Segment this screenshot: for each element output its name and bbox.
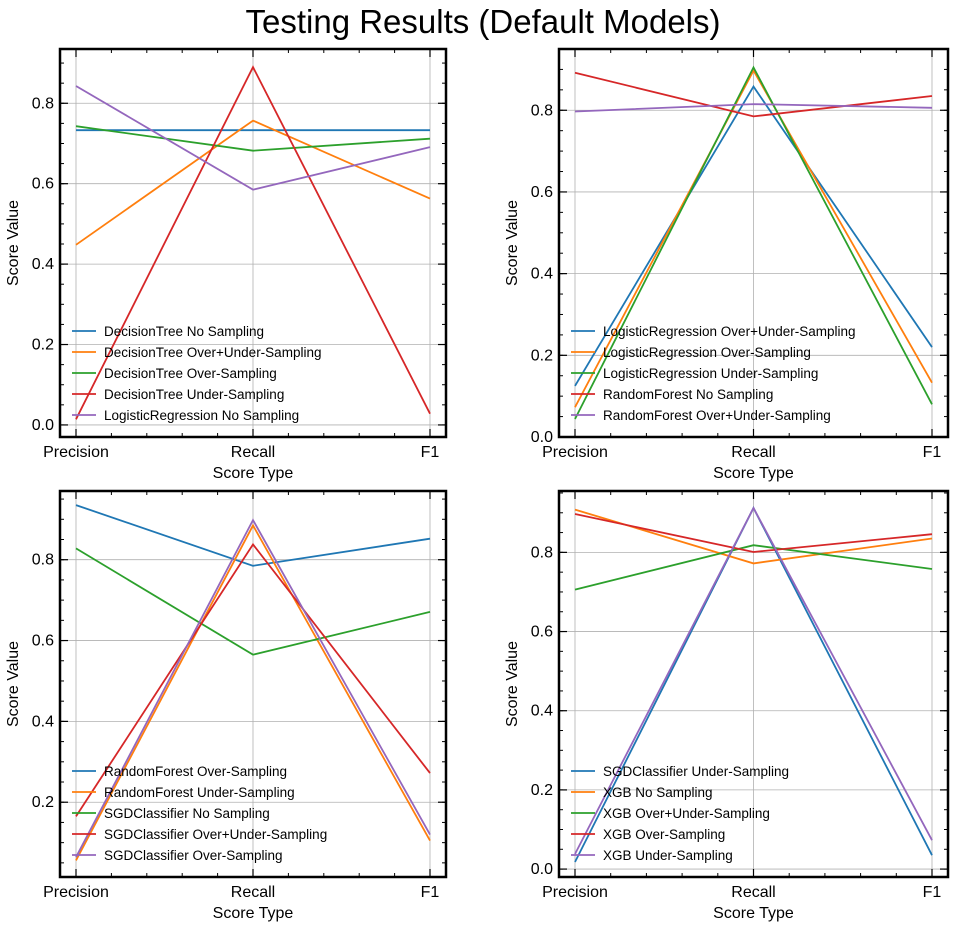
y-axis-label: Score Value <box>504 200 521 286</box>
legend-label: DecisionTree Over+Under-Sampling <box>104 345 321 360</box>
y-axis-label: Score Value <box>5 641 22 727</box>
x-tick-label: F1 <box>421 884 440 901</box>
y-tick-label: 0.8 <box>32 552 54 569</box>
x-tick-label: F1 <box>421 444 440 461</box>
axes-frame <box>58 47 448 439</box>
x-tick-label: Precision <box>542 444 608 461</box>
y-tick-label: 0.0 <box>531 861 553 878</box>
y-tick-label: 0.8 <box>531 102 553 119</box>
legend-label: DecisionTree No Sampling <box>104 324 264 339</box>
legend: LogisticRegression Over+Under-Sampling Lo… <box>571 324 856 423</box>
x-tick-label: Precision <box>43 444 109 461</box>
legend-label: SGDClassifier Over-Sampling <box>104 848 283 863</box>
legend-label: RandomForest Over-Sampling <box>104 764 287 779</box>
y-tick-label: 0.2 <box>32 794 54 811</box>
series-line-4 <box>574 71 933 118</box>
x-axis-label: Score Type <box>213 465 294 482</box>
x-tick-label: F1 <box>923 444 942 461</box>
x-tick-label: Recall <box>731 884 775 901</box>
subplot-3: 0.2 0.4 0.6 0.8 Precision Recall F1 Score Type S… <box>5 489 448 922</box>
x-axis-label: Score Type <box>713 465 794 482</box>
legend-label: SGDClassifier No Sampling <box>104 806 270 821</box>
legend-label: DecisionTree Under-Sampling <box>104 387 284 402</box>
series-line-3 <box>75 547 431 656</box>
subplot-1: 0.0 0.2 0.4 0.6 0.8 Precision Recall F1 Score Ty… <box>5 47 448 482</box>
y-tick-label: 0.4 <box>32 256 54 273</box>
y-tick-label: 0.4 <box>531 703 553 720</box>
series-line-3 <box>75 125 431 152</box>
series-line-3 <box>574 544 933 591</box>
legend-label: SGDClassifier Under-Sampling <box>603 764 789 779</box>
y-tick-label: 0.6 <box>531 624 553 641</box>
figure-title: Testing Results (Default Models) <box>245 3 720 40</box>
series-line-1 <box>574 84 933 387</box>
legend-label: LogisticRegression Over-Sampling <box>603 345 811 360</box>
axes-frame <box>557 489 950 879</box>
x-tick-label: F1 <box>923 884 942 901</box>
legend-label: RandomForest Under-Sampling <box>104 785 295 800</box>
legend-label: LogisticRegression Over+Under-Sampling <box>603 324 856 339</box>
y-tick-label: 0.4 <box>531 266 553 283</box>
axes-frame <box>58 489 448 879</box>
x-tick-label: Precision <box>542 884 608 901</box>
y-tick-label: 0.8 <box>32 95 54 112</box>
series-line-5 <box>75 518 431 858</box>
subplot-2: 0.0 0.2 0.4 0.6 0.8 Precision Recall F1 Score Ty… <box>504 47 950 482</box>
y-tick-label: 0.6 <box>32 633 54 650</box>
subplot-4: 0.0 0.2 0.4 0.6 0.8 Precision Recall F1 Score Ty… <box>504 489 950 922</box>
y-tick-label: 0.2 <box>531 347 553 364</box>
legend-label: XGB Over-Sampling <box>603 827 725 842</box>
legend: RandomForest Over-Sampling RandomForest U… <box>72 764 327 863</box>
y-tick-label: 0.0 <box>32 417 54 434</box>
x-tick-label: Recall <box>731 444 775 461</box>
series-line-5 <box>75 85 431 191</box>
series-line-4 <box>75 65 431 420</box>
series-line-2 <box>574 68 933 408</box>
x-tick-label: Recall <box>231 884 275 901</box>
legend-label: RandomForest Over+Under-Sampling <box>603 408 831 423</box>
series-line-5 <box>574 506 933 855</box>
subplot-grid: 0.0 0.2 0.4 0.6 0.8 Precision Recall F1 Score Ty… <box>5 47 950 922</box>
x-tick-label: Recall <box>231 444 275 461</box>
y-tick-label: 0.6 <box>531 184 553 201</box>
series-line-2 <box>75 119 431 246</box>
legend-label: XGB Under-Sampling <box>603 848 733 863</box>
axes-frame <box>557 47 950 439</box>
legend-label: LogisticRegression No Sampling <box>104 408 299 423</box>
legend: SGDClassifier Under-Sampling XGB No Sampl… <box>571 764 789 863</box>
y-axis-label: Score Value <box>5 200 22 286</box>
x-tick-label: Precision <box>43 884 109 901</box>
x-axis-label: Score Type <box>213 905 294 922</box>
legend-label: XGB Over+Under-Sampling <box>603 806 770 821</box>
series-line-4 <box>75 542 431 817</box>
y-tick-label: 0.2 <box>531 782 553 799</box>
y-tick-label: 0.0 <box>531 429 553 446</box>
series-line-5 <box>574 103 933 113</box>
legend-label: RandomForest No Sampling <box>603 387 773 402</box>
legend: DecisionTree No Sampling DecisionTree Ove… <box>72 324 321 423</box>
legend-label: DecisionTree Over-Sampling <box>104 366 277 381</box>
legend-label: XGB No Sampling <box>603 785 713 800</box>
y-tick-label: 0.4 <box>32 713 54 730</box>
y-tick-label: 0.6 <box>32 176 54 193</box>
x-axis-label: Score Type <box>713 905 794 922</box>
series-line-1 <box>75 504 431 567</box>
y-tick-label: 0.8 <box>531 544 553 561</box>
y-tick-label: 0.2 <box>32 337 54 354</box>
legend-label: LogisticRegression Under-Sampling <box>603 366 818 381</box>
series-line-2 <box>75 523 431 861</box>
legend-label: SGDClassifier Over+Under-Sampling <box>104 827 327 842</box>
series-line-4 <box>574 513 933 553</box>
y-axis-label: Score Value <box>504 641 521 727</box>
series-line-3 <box>574 65 933 420</box>
